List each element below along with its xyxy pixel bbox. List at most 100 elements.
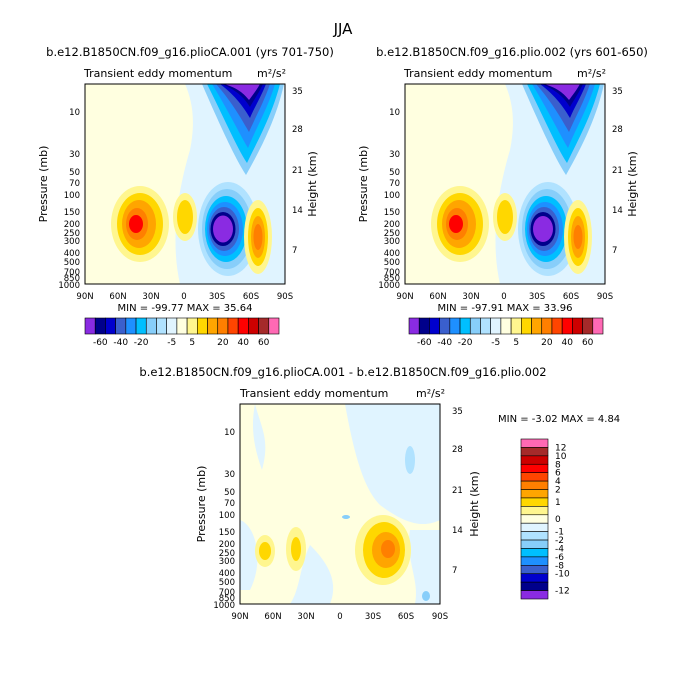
panel-2-ytick: 70	[389, 179, 400, 189]
panel-2-ytick: 400	[384, 249, 400, 259]
panel-2-title: b.e12.B1850CN.f09_g16.plio.002 (yrs 601-…	[376, 45, 648, 59]
colorbar-label: 60	[582, 338, 594, 348]
panel-2-units: m²/s²	[577, 67, 606, 80]
panel-2-xtick: 90S	[597, 292, 613, 302]
colorbar-label: 1	[555, 498, 561, 508]
colorbar-swatch	[480, 317, 491, 335]
colorbar-swatch	[237, 317, 249, 335]
panel-2-xtick: 60N	[429, 292, 446, 302]
panel-3-ytick: 70	[224, 499, 235, 509]
colorbar-label: -40	[113, 338, 128, 348]
panel-3-xtick: 90N	[231, 612, 248, 622]
panel-2-ytick-right: 7	[612, 246, 617, 256]
page-title: JJA	[333, 20, 354, 38]
colorbar-label: -1	[555, 528, 564, 538]
panel-1-ytick: 70	[69, 179, 80, 189]
panel-2-ytick: 50	[389, 168, 400, 178]
colorbar-swatch	[520, 556, 549, 566]
colorbar-swatch	[520, 590, 549, 600]
colorbar-label: -4	[555, 544, 564, 554]
panel-1-xtick: 0	[181, 292, 186, 302]
colorbar-swatch	[258, 317, 270, 335]
colorbar-swatch	[217, 317, 229, 335]
colorbar-label: -40	[437, 338, 452, 348]
colorbar-swatch	[469, 317, 481, 335]
panel-1-xtick: 90S	[277, 292, 293, 302]
colorbar-label: -8	[555, 561, 564, 571]
panel-3-ytick: 250	[219, 549, 235, 559]
colorbar-swatch	[94, 317, 106, 335]
colorbar-label: 5	[513, 338, 519, 348]
colorbar-panel-2: -60 -40 -20 -5 5 20 40 60	[408, 317, 604, 348]
colorbar-swatch	[520, 463, 549, 473]
panel-2-ytick: 10	[389, 108, 400, 118]
colorbar-swatch	[520, 480, 549, 490]
colorbar-label: -60	[93, 338, 108, 348]
colorbar-label: -12	[555, 587, 570, 597]
colorbar-label: -2	[555, 536, 564, 546]
colorbar-label: 10	[555, 452, 567, 462]
panel-3-xtick: 30N	[297, 612, 314, 622]
panel-2-frame	[404, 83, 606, 285]
panel-1-ylabel-right: Height (km)	[306, 151, 319, 217]
panel-3-ytick: 500	[219, 578, 235, 588]
colorbar-swatch	[227, 317, 239, 335]
panel-3-ytick-right: 14	[452, 526, 463, 536]
colorbar-swatch	[520, 573, 549, 583]
colorbar-label: 12	[555, 443, 566, 453]
panel-2-ytick-right: 28	[612, 125, 623, 135]
colorbar-swatch	[490, 317, 502, 335]
colorbar-swatch	[520, 565, 549, 575]
panel-2-ytick: 300	[384, 237, 400, 247]
colorbar-swatch	[197, 317, 208, 335]
panel-1-xtick: 60N	[109, 292, 126, 302]
colorbar-swatch	[582, 317, 594, 335]
panel-1-ytick: 250	[64, 229, 80, 239]
colorbar-swatch	[541, 317, 553, 335]
panel-1-ytick: 30	[69, 150, 80, 160]
panel-3-ytick: 100	[219, 511, 235, 521]
panel-1-ytick-right: 14	[292, 206, 303, 216]
panel-2-xtick: 0	[501, 292, 506, 302]
panel-2-ytick: 850	[384, 274, 400, 284]
colorbar-label: 40	[562, 338, 574, 348]
panel-2: b.e12.B1850CN.f09_g16.plio.002 (yrs 601-…	[357, 45, 648, 314]
colorbar-swatch	[520, 472, 549, 482]
panel-2-ytick: 200	[384, 220, 400, 230]
colorbar-swatch	[429, 317, 440, 335]
colorbar-label: 20	[217, 338, 229, 348]
panel-1-ylabel: Pressure (mb)	[37, 146, 50, 223]
panel-3-ytick: 10	[224, 428, 235, 438]
colorbar-label: -5	[167, 338, 176, 348]
colorbar-swatch	[520, 548, 549, 558]
panel-1-ytick-right: 28	[292, 125, 303, 135]
colorbar-swatch	[520, 506, 549, 516]
panel-1-stats: MIN = -99.77 MAX = 35.64	[118, 303, 253, 314]
panel-3-xtick: 0	[337, 612, 342, 622]
colorbar-swatch	[207, 317, 219, 335]
panel-2-ytick: 500	[384, 258, 400, 268]
panel-1-ytick: 300	[64, 237, 80, 247]
panel-2-xtick: 30S	[529, 292, 545, 302]
panel-2-ytick: 100	[384, 191, 400, 201]
colorbar-swatch	[176, 317, 188, 335]
panel-1-contours	[85, 84, 285, 284]
panel-1-xtick: 60S	[243, 292, 259, 302]
panel-3-ytick: 150	[219, 528, 235, 538]
colorbar-label: 6	[555, 469, 561, 479]
colorbar-swatch	[84, 317, 96, 335]
panel-3-title: b.e12.B1850CN.f09_g16.plioCA.001 - b.e12…	[139, 365, 546, 379]
colorbar-swatch	[156, 317, 167, 335]
panel-2-ytick-right: 35	[612, 87, 623, 97]
colorbar-label: 20	[541, 338, 553, 348]
colorbar-swatch	[520, 497, 549, 507]
panel-1-ytick: 100	[64, 191, 80, 201]
panel-2-ytick: 150	[384, 208, 400, 218]
panel-1-ytick: 850	[64, 274, 80, 284]
colorbar-swatch	[248, 317, 259, 335]
panel-2-ytick-right: 14	[612, 206, 623, 216]
panel-1-xtick: 90N	[76, 292, 93, 302]
panel-1-xtick: 30S	[209, 292, 225, 302]
panel-2-ytick-right: 21	[612, 166, 623, 176]
